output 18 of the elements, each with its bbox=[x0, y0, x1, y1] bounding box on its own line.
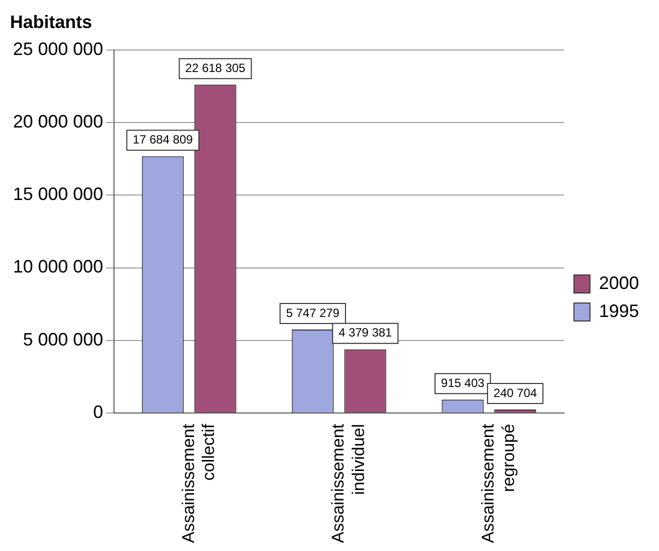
data-label: 5 747 279 bbox=[286, 306, 340, 320]
y-axis-title: Habitants bbox=[10, 12, 92, 32]
data-label: 240 704 bbox=[494, 386, 538, 400]
x-tick-label: Assainissement regroupé bbox=[478, 424, 518, 544]
data-label: 22 618 305 bbox=[185, 60, 246, 75]
x-tick-label: Assainissement collectif bbox=[178, 424, 218, 544]
y-tick-label: 0 bbox=[93, 402, 104, 422]
y-tick-label: 25 000 000 bbox=[12, 38, 104, 59]
data-label: 915 403 bbox=[441, 376, 485, 390]
y-tick-label: 10 000 000 bbox=[12, 256, 104, 277]
legend-label: 1995 bbox=[598, 300, 640, 321]
legend-label: 2000 bbox=[598, 272, 640, 293]
y-tick-label: 20 000 000 bbox=[12, 112, 104, 132]
data-label: 17 684 809 bbox=[132, 132, 194, 147]
y-tick-label: 15 000 000 bbox=[12, 184, 104, 204]
data-label: 4 379 381 bbox=[338, 326, 392, 340]
x-tick-label: Assainissement individuel bbox=[328, 424, 368, 544]
y-tick-label: 5 000 000 bbox=[23, 329, 104, 350]
